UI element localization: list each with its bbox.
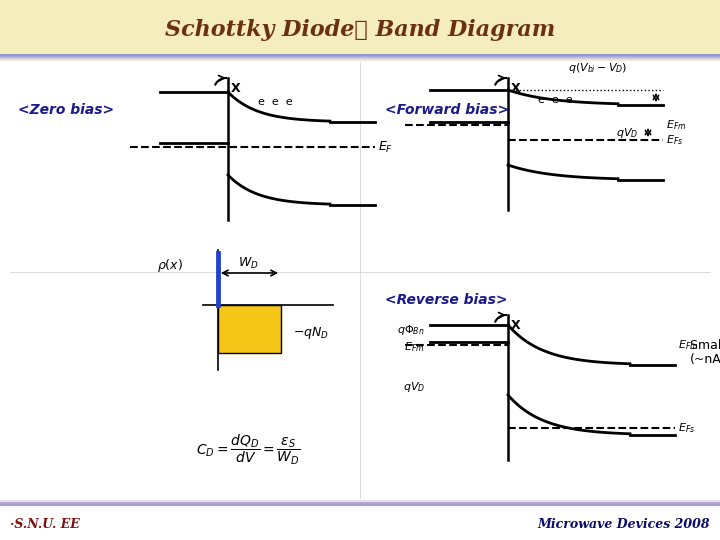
Text: Microwave Devices 2008: Microwave Devices 2008 xyxy=(537,518,710,531)
Text: Small Leakage: Small Leakage xyxy=(690,339,720,352)
Text: Schottky Diode의 Band Diagram: Schottky Diode의 Band Diagram xyxy=(165,19,555,41)
Text: $\rho(x)$: $\rho(x)$ xyxy=(157,256,183,273)
Text: $qV_D$: $qV_D$ xyxy=(402,380,425,394)
Text: $q\Phi_{Bn}$: $q\Phi_{Bn}$ xyxy=(397,323,425,337)
Text: $C_D = \dfrac{dQ_D}{dV} = \dfrac{\varepsilon_S}{W_D}$: $C_D = \dfrac{dQ_D}{dV} = \dfrac{\vareps… xyxy=(196,433,300,467)
Bar xyxy=(218,305,281,353)
Bar xyxy=(0,0,720,55)
Text: X: X xyxy=(511,319,521,332)
Text: ·S.N.U. EE: ·S.N.U. EE xyxy=(10,518,80,531)
Text: e  e  e: e e e xyxy=(538,95,572,105)
Text: $E_{Fs}$: $E_{Fs}$ xyxy=(666,133,683,147)
Text: $-qN_D$: $-qN_D$ xyxy=(293,325,329,341)
Text: (~nA): (~nA) xyxy=(690,354,720,367)
Text: $E_{Fm}$: $E_{Fm}$ xyxy=(678,338,698,352)
Text: $E_{Fm}$: $E_{Fm}$ xyxy=(666,118,687,132)
Text: $E_{Fm}$: $E_{Fm}$ xyxy=(405,340,425,354)
Text: $E_F$: $E_F$ xyxy=(378,139,393,154)
Text: $q(V_{bi}-V_D)$: $q(V_{bi}-V_D)$ xyxy=(568,61,628,75)
Text: e  e  e: e e e xyxy=(258,97,292,107)
Text: <Zero bias>: <Zero bias> xyxy=(18,103,114,117)
Text: $W_D$: $W_D$ xyxy=(238,255,258,271)
Text: $E_{Fs}$: $E_{Fs}$ xyxy=(678,421,696,435)
Text: X: X xyxy=(511,82,521,95)
Text: <Reverse bias>: <Reverse bias> xyxy=(385,293,508,307)
Text: <Forward bias>: <Forward bias> xyxy=(385,103,509,117)
Text: X: X xyxy=(231,82,240,95)
Text: $qV_D$: $qV_D$ xyxy=(616,125,638,139)
